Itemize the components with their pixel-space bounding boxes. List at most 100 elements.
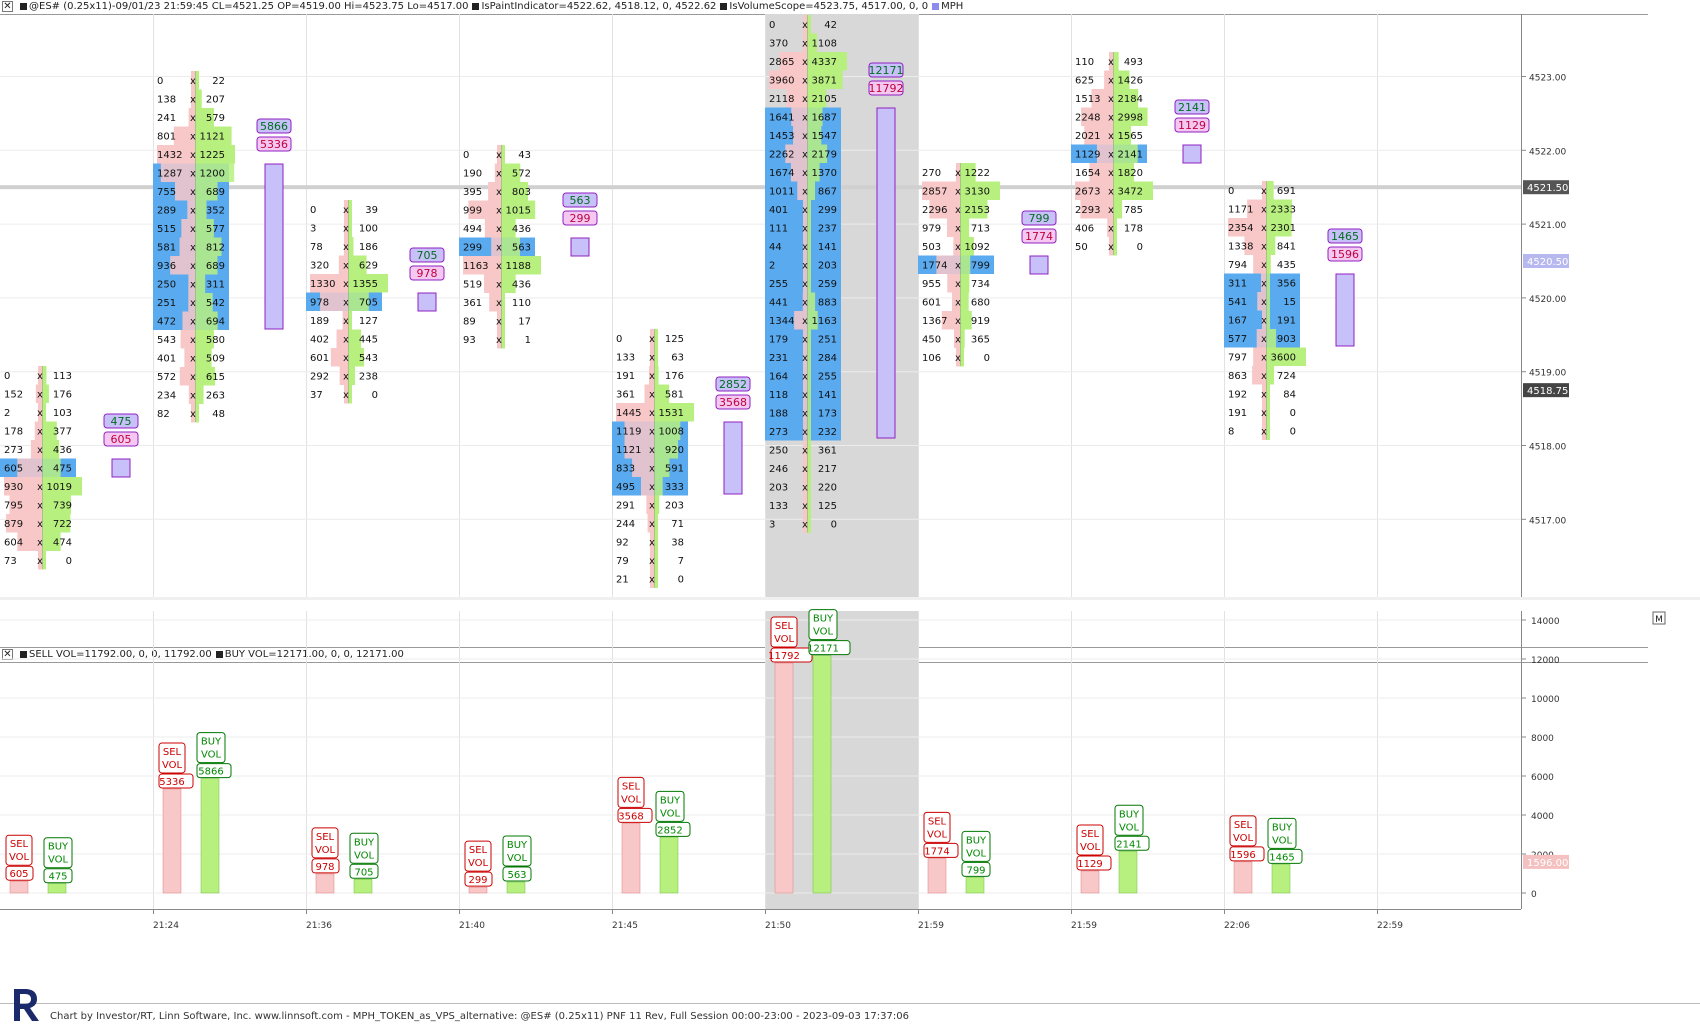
sell-volume-label: 44: [769, 242, 782, 253]
buy-volume-label: 0: [984, 353, 990, 364]
sell-volume-label: 3: [310, 224, 316, 235]
buy-volume-label: 474: [53, 538, 72, 549]
buy-volume-label: 3871: [812, 76, 837, 87]
cell-separator: x: [802, 372, 808, 383]
sell-volume-bar: [17, 532, 42, 551]
cell-separator: x: [496, 261, 502, 272]
sell-volume-label: 37: [310, 390, 323, 401]
buy-volume-label: 176: [53, 390, 72, 401]
mph-sell-total-box: [256, 136, 292, 152]
mph-sell-total: 11792: [869, 82, 904, 95]
buy-volume-label: 1015: [506, 206, 531, 217]
buy-vol-tag: [808, 609, 838, 641]
sell-volume-label: 795: [4, 501, 23, 512]
sell-volume-label: 106: [922, 353, 941, 364]
sell-volume-label: 955: [922, 279, 941, 290]
current-price-line: [0, 185, 1521, 190]
sell-volume-bar: [1256, 329, 1266, 348]
buy-volume-label: 475: [53, 464, 72, 475]
sell-volume-value: 299: [468, 875, 487, 886]
sell-volume-bar: [941, 311, 960, 330]
buy-vol-tag: [1114, 804, 1144, 836]
buy-volume-bar: [960, 292, 969, 311]
mph-sell-total-box: [868, 80, 904, 96]
sell-volume-label: 89: [463, 317, 476, 328]
close-icon[interactable]: ✕: [2, 0, 13, 12]
buy-volume-label: 4337: [812, 57, 837, 68]
buy-volume-bar: [807, 385, 811, 404]
sell-volume-bar: [188, 274, 195, 293]
sell-volume-label: 189: [310, 316, 329, 327]
buy-volume-label: 1019: [47, 482, 72, 493]
buy-volume-bar: [1266, 310, 1270, 329]
sell-volume-label: 797: [1228, 353, 1247, 364]
cell-separator: x: [1261, 242, 1267, 253]
buy-volume-bar: [807, 237, 811, 256]
mph-buy-total-box: [103, 413, 139, 429]
mph-buy-total: 1465: [1331, 230, 1359, 243]
sell-volume-bar: [184, 348, 195, 367]
sell-volume-label: 605: [4, 464, 23, 475]
time-tick-label: 21:40: [459, 921, 485, 931]
buy-volume-bar: [1266, 181, 1274, 200]
buy-vol-label-top: BUY: [1272, 822, 1293, 833]
buy-volume-label: 724: [1277, 371, 1296, 382]
buy-volume-bar: [807, 366, 811, 385]
sell-volume-label: 299: [463, 243, 482, 254]
sell-volume-bar: [946, 218, 960, 237]
buy-volume-label: 3130: [965, 187, 990, 198]
sell-volume-bar: [180, 330, 195, 349]
sell-volume-label: 370: [769, 39, 788, 50]
sell-volume-bar: [650, 569, 654, 588]
buy-volume-label: 543: [359, 353, 378, 364]
sell-volume-value: 978: [315, 862, 334, 873]
mph-buy-total: 799: [1029, 212, 1050, 225]
sell-volume-value: 1129: [1077, 859, 1102, 870]
buy-volume-bar: [195, 330, 214, 349]
buy-volume-bar: [1113, 89, 1139, 108]
cell-separator: x: [802, 224, 808, 235]
buy-value-tag: [961, 861, 991, 877]
cell-separator: x: [190, 335, 196, 346]
cell-separator: x: [802, 353, 808, 364]
sell-volume-label: 191: [616, 371, 635, 382]
sell-volume-bar: [803, 514, 807, 533]
sel-vol-tag: [1076, 824, 1104, 856]
time-tick-label: 21:45: [612, 921, 638, 931]
buy-volume-label: 920: [665, 445, 684, 456]
cell-separator: x: [37, 371, 43, 382]
mph-range-bar: [1029, 255, 1049, 275]
sell-volume-bar: [1109, 237, 1113, 256]
buy-vol-label-bottom: VOL: [660, 808, 681, 819]
buy-vol-label-bottom: VOL: [966, 848, 987, 859]
sell-value-tag: [5, 865, 34, 881]
buy-volume-label: 39: [365, 205, 378, 216]
cell-separator: x: [649, 371, 655, 382]
sell-volume-bar: [936, 255, 960, 274]
sell-volume-label: 494: [463, 224, 482, 235]
cell-separator: x: [1261, 408, 1267, 419]
buy-volume-label: 722: [53, 519, 72, 530]
buy-volume-bar: [807, 274, 811, 293]
sell-volume-column: [162, 788, 182, 894]
buy-volume-bar: [654, 347, 658, 366]
buy-volume-label: 100: [359, 224, 378, 235]
buy-volume-bar: [807, 144, 828, 163]
sel-vol-label-bottom: VOL: [315, 845, 336, 856]
sel-vol-tag: [311, 827, 339, 859]
buy-volume-label: 311: [206, 280, 225, 291]
sell-volume-label: 311: [1228, 279, 1247, 290]
volume-scope-text: IsVolumeScope=4523.75, 4517.00, 0, 0: [729, 1, 929, 12]
cell-separator: x: [1108, 224, 1114, 235]
sel-vol-label-bottom: VOL: [1080, 842, 1101, 853]
mph-buy-total-box: [1327, 228, 1363, 244]
buy-volume-bar: [960, 218, 970, 237]
mph-buy-total-box: [1021, 210, 1057, 226]
sell-volume-bar: [1253, 255, 1266, 274]
buy-vol-tag: [1267, 817, 1297, 849]
sell-volume-bar: [179, 237, 195, 256]
buy-vol-tag: [349, 832, 379, 864]
buy-volume-label: 7: [678, 556, 684, 567]
buy-volume-bar: [195, 126, 232, 145]
